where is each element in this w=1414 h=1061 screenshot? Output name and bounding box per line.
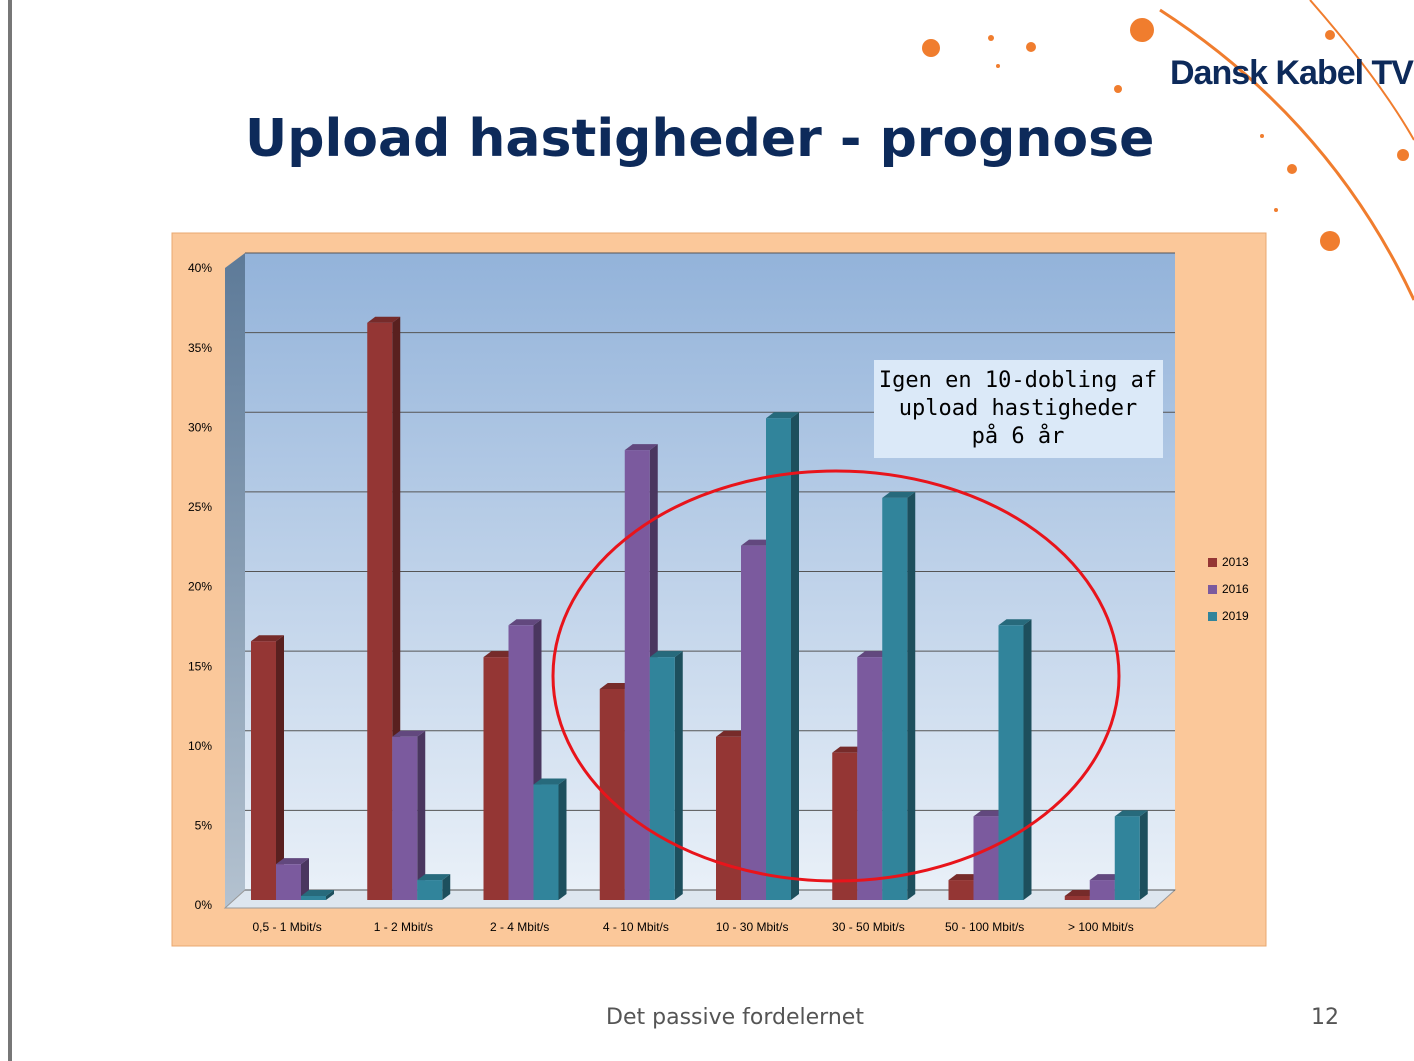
bar-top — [251, 635, 284, 642]
y-tick-label: 25% — [188, 500, 212, 514]
y-tick-label: 35% — [188, 341, 212, 355]
bar — [1089, 880, 1115, 900]
annotation-box — [874, 360, 1163, 458]
bar-top — [716, 730, 749, 737]
bar-top — [508, 619, 542, 626]
slide-title: Upload hastigheder - prognose — [245, 109, 1154, 169]
x-tick-label: 4 - 10 Mbit/s — [603, 920, 669, 934]
x-tick-label: 0,5 - 1 Mbit/s — [252, 920, 321, 934]
bar-top — [998, 619, 1032, 626]
bar-side — [326, 890, 334, 900]
bar-side — [301, 858, 309, 900]
y-tick-label: 40% — [188, 261, 212, 275]
legend-swatch — [1208, 612, 1217, 621]
footer-text: Det passive fordelernet — [606, 1005, 864, 1030]
annotation: på 6 år — [972, 423, 1065, 449]
bar-top — [973, 810, 1007, 817]
y-tick-label: 20% — [188, 580, 212, 594]
y-tick-label: 0% — [195, 898, 213, 912]
legend-label: 2016 — [1222, 582, 1249, 596]
bar — [508, 625, 534, 900]
bar-top — [301, 890, 334, 896]
bar — [741, 545, 766, 900]
bar — [766, 418, 791, 900]
bar — [276, 864, 301, 900]
page-number: 12 — [1311, 1005, 1339, 1030]
bar-top — [741, 539, 774, 546]
bar-top — [766, 412, 799, 419]
bar-top — [533, 778, 567, 785]
bar-top — [882, 491, 916, 498]
bar-top — [417, 874, 451, 881]
bar-top — [649, 651, 683, 658]
bar-side — [417, 730, 426, 900]
x-tick-label: 30 - 50 Mbit/s — [832, 920, 905, 934]
highlight-ellipse — [551, 469, 1121, 883]
bar-top — [367, 316, 401, 323]
bar-top — [948, 874, 982, 881]
annotation: upload hastigheder — [899, 396, 1137, 421]
legend-swatch — [1208, 585, 1217, 594]
bar-side — [907, 491, 916, 900]
bar — [533, 784, 559, 900]
bar — [649, 657, 675, 900]
decoration — [922, 0, 1414, 301]
x-tick-label: 2 - 4 Mbit/s — [490, 920, 549, 934]
x-tick-label: 1 - 2 Mbit/s — [374, 920, 433, 934]
legend-swatch — [1208, 558, 1217, 567]
legend-label: 2019 — [1222, 609, 1249, 623]
bar — [998, 625, 1024, 900]
bar — [624, 450, 650, 900]
bar-side — [791, 412, 799, 900]
bar — [1064, 896, 1090, 900]
bar-top — [1114, 810, 1148, 817]
bar — [716, 736, 741, 900]
y-tick-label: 10% — [188, 739, 212, 753]
bar-top — [1064, 890, 1098, 896]
x-tick-label: 50 - 100 Mbit/s — [945, 920, 1024, 934]
y-tick-label: 30% — [188, 420, 212, 434]
side-wall — [225, 253, 245, 908]
bar-top — [276, 858, 309, 865]
y-tick-label: 5% — [195, 819, 213, 833]
bar — [832, 752, 858, 900]
bar-side — [1139, 810, 1148, 900]
bar — [417, 880, 443, 900]
bar-top — [832, 746, 866, 753]
bar — [301, 896, 326, 900]
bar-top — [624, 444, 658, 451]
bar — [882, 497, 908, 900]
bar — [367, 322, 393, 900]
bar-side — [1023, 619, 1032, 900]
bar-top — [599, 682, 633, 689]
left-border — [8, 0, 12, 1061]
bar — [483, 657, 509, 900]
bar — [857, 657, 883, 900]
bar-side — [276, 635, 284, 900]
x-tick-label: > 100 Mbit/s — [1068, 920, 1134, 934]
bar-top — [1089, 874, 1123, 881]
legend-label: 2013 — [1222, 555, 1249, 569]
y-tick-label: 15% — [188, 659, 212, 673]
bar — [948, 880, 974, 900]
bar-side — [558, 778, 567, 900]
bar-side — [442, 874, 451, 900]
bar-top — [857, 651, 891, 658]
bar — [973, 816, 999, 900]
bar-top — [483, 651, 517, 658]
bar-side — [674, 651, 683, 900]
bar — [1114, 816, 1140, 900]
annotation: Igen en 10-dobling af — [879, 368, 1157, 393]
brand: Dansk Kabel TV — [1170, 54, 1414, 92]
x-tick-label: 10 - 30 Mbit/s — [716, 920, 789, 934]
bar-top — [392, 730, 426, 737]
bar — [392, 736, 418, 900]
bar — [251, 641, 276, 900]
